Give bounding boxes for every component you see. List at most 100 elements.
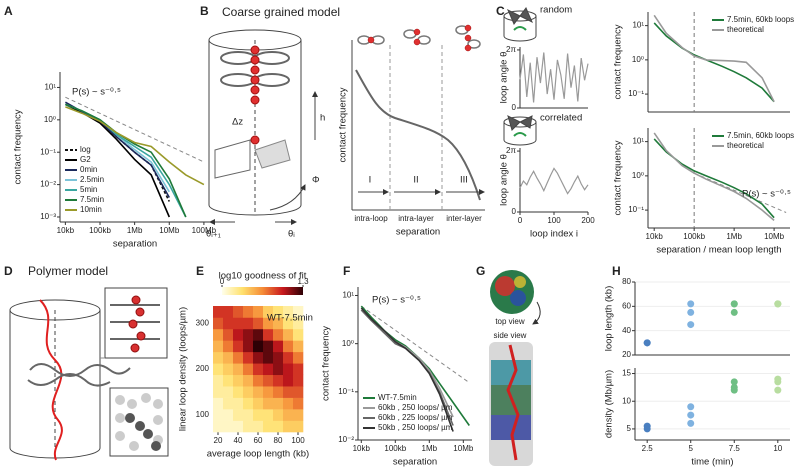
y-tick-label: 10¹ <box>44 83 56 92</box>
heat-cell <box>243 386 254 398</box>
symbol: θᵢ₊₁ <box>206 229 221 240</box>
heat-cell <box>263 317 274 330</box>
heat-cell <box>243 409 254 421</box>
heat-cell <box>223 420 234 433</box>
y-tick-label: 10⁻¹ <box>628 89 644 98</box>
y-tick-label: 15 <box>622 369 631 378</box>
heat-cell <box>283 306 294 318</box>
y-tick-label: 60 <box>622 301 631 310</box>
symbol: θᵢ <box>288 229 295 240</box>
heat-cell <box>213 397 224 410</box>
heat-cell <box>243 351 254 364</box>
panel-letter: A <box>4 4 13 18</box>
colorbar <box>222 287 303 295</box>
heat-cell <box>223 328 234 341</box>
heat-cell <box>283 363 294 376</box>
heat-cell <box>293 397 304 410</box>
x-label: average loop length (kb) <box>207 449 309 460</box>
point <box>774 386 782 394</box>
guide-line <box>693 172 787 213</box>
heat-cell <box>283 351 294 364</box>
heat-cell <box>223 351 234 364</box>
heat-cell <box>213 363 224 376</box>
panel-letter: E <box>196 264 204 278</box>
heat-cell <box>283 420 294 433</box>
x-tick-label: 10Mb <box>453 444 474 453</box>
colorbar-tick-label: 0 <box>220 277 225 286</box>
heat-cell <box>273 306 284 318</box>
heat-cell <box>293 409 304 421</box>
heat-cell <box>293 351 304 364</box>
x-tick-label: 0 <box>518 216 523 225</box>
heat-cell <box>233 351 244 364</box>
legend-label: 7.5min, 60kb loops <box>727 15 794 24</box>
heat-cell <box>253 340 264 353</box>
point <box>687 411 695 419</box>
y-tick-label: 10 <box>622 396 631 405</box>
x-tick-label: 10kb <box>353 444 371 453</box>
heat-cell <box>263 374 274 387</box>
heat-cell <box>293 374 304 387</box>
point <box>774 300 782 308</box>
heat-cell <box>243 420 254 433</box>
heat-cell <box>273 420 284 433</box>
point <box>687 403 695 411</box>
heat-cell <box>253 328 264 341</box>
y-label: contact frequency <box>338 87 349 162</box>
x-tick-label: 40 <box>234 436 243 445</box>
x-tick-label: 100kb <box>89 226 111 235</box>
x-tick-label: 100Mb <box>192 226 217 235</box>
point <box>687 308 695 316</box>
heat-cell <box>253 397 264 410</box>
x-tick-label: 1Mb <box>726 232 742 241</box>
heat-cell <box>293 328 304 341</box>
y-tick-label: 10⁰ <box>44 115 56 124</box>
point <box>774 375 782 383</box>
heat-cell <box>293 306 304 318</box>
x-tick-label: 10kb <box>57 226 75 235</box>
y-label: loop angle θ <box>499 154 510 206</box>
heat-cell <box>283 328 294 341</box>
heat-cell <box>273 317 284 330</box>
heat-cell <box>243 328 254 341</box>
layer-slice <box>254 139 291 169</box>
region-name: inter-layer <box>446 214 482 223</box>
heat-cell <box>233 374 244 387</box>
annotation: P(s) ~ s⁻⁰·⁵ <box>742 189 791 200</box>
heat-cell <box>253 351 264 364</box>
chart: 10¹ 10⁰ 10⁻¹ contact frequency 7.5min, 60kb … <box>613 12 794 113</box>
y-tick-label: 100 <box>196 410 210 419</box>
heat-cell <box>263 306 274 318</box>
annotation: P(s) ~ s⁻⁰·⁵ <box>72 87 121 98</box>
heat-cell <box>213 374 224 387</box>
heat-cell <box>233 317 244 330</box>
panel-letter: B <box>200 4 209 18</box>
icons <box>357 24 481 52</box>
series-line <box>65 106 205 186</box>
panel-title: Coarse grained model <box>222 5 340 19</box>
heat-cell <box>233 340 244 353</box>
legend-label: 50kb , 250 loops/ µm <box>378 423 453 432</box>
x-tick-label: 10kb <box>646 232 664 241</box>
legend-label: 7.5min <box>80 195 104 204</box>
legend-label: 10min <box>80 205 102 214</box>
mode-label: random <box>540 5 572 16</box>
y-tick-label: 80 <box>622 277 631 286</box>
legend-label: 2.5min <box>80 175 104 184</box>
heat-cell <box>283 386 294 398</box>
point <box>687 321 695 329</box>
heat-cell <box>223 397 234 410</box>
heat-cell <box>233 328 244 341</box>
y-tick-label: 10¹ <box>342 291 354 300</box>
y-tick-label: 10⁰ <box>342 339 354 348</box>
point <box>687 419 695 427</box>
x-tick-label: 100kb <box>683 232 705 241</box>
y-tick-label: 10⁰ <box>632 171 644 180</box>
legend-label: 5min <box>80 185 97 194</box>
heat-cell <box>263 420 274 433</box>
heat-cell <box>223 386 234 398</box>
y-label: contact frequency <box>13 109 24 184</box>
